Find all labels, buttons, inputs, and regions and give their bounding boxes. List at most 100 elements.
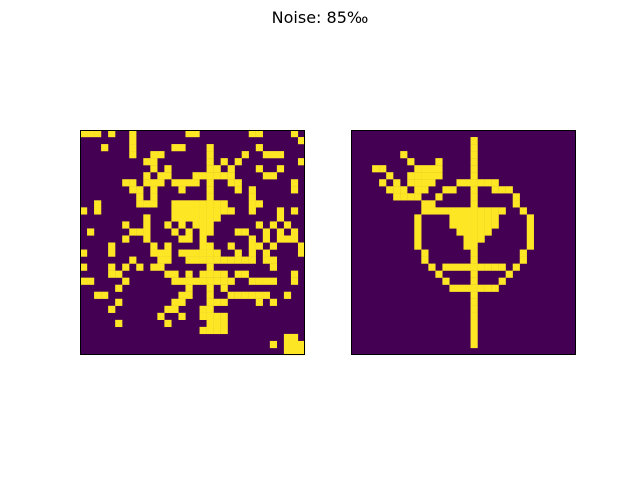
heatmap-cell	[471, 334, 478, 341]
heatmap-cell	[471, 214, 478, 221]
heatmap-cell	[249, 186, 256, 193]
heatmap-cell	[185, 200, 192, 207]
heatmap-cell	[122, 179, 129, 186]
heatmap-cell	[185, 235, 192, 242]
heatmap-cell	[157, 179, 164, 186]
heatmap-cell	[428, 207, 435, 214]
heatmap-cell	[214, 172, 221, 179]
heatmap-cell	[207, 313, 214, 320]
heatmap-cell	[221, 285, 228, 292]
heatmap-cell	[456, 285, 463, 292]
heatmap-cell	[400, 193, 407, 200]
heatmap-cell	[214, 299, 221, 306]
heatmap-cell	[421, 172, 428, 179]
heatmap-cell	[471, 179, 478, 186]
heatmap-cell	[284, 221, 291, 228]
heatmap-cell	[193, 250, 200, 257]
heatmap-cell	[456, 179, 463, 186]
heatmap-cell	[291, 130, 298, 137]
heatmap-cell	[492, 285, 499, 292]
heatmap-cell	[291, 235, 298, 242]
heatmap-cell	[228, 172, 235, 179]
heatmap-cell	[464, 285, 471, 292]
heatmap-cell	[185, 278, 192, 285]
heatmap-cell	[228, 292, 235, 299]
heatmap-cell	[284, 235, 291, 242]
heatmap-cell	[379, 165, 386, 172]
heatmap-cell	[108, 271, 115, 278]
heatmap-cell	[171, 144, 178, 151]
heatmap-cell	[478, 207, 485, 214]
heatmap-cell	[200, 235, 207, 242]
heatmap-cell	[221, 320, 228, 327]
heatmap-cell	[492, 264, 499, 271]
heatmap-cell	[421, 165, 428, 172]
heatmap-cell	[449, 207, 456, 214]
heatmap-cell	[171, 179, 178, 186]
heatmap-cell	[471, 341, 478, 348]
heatmap-cell	[527, 221, 534, 228]
heatmap-cell	[136, 228, 143, 235]
heatmap-cell	[115, 320, 122, 327]
heatmap-cell	[200, 172, 207, 179]
heatmap-cell	[200, 271, 207, 278]
heatmap-cell	[143, 221, 150, 228]
heatmap-cell	[193, 172, 200, 179]
heatmap-cell	[242, 151, 249, 158]
heatmap-cell	[129, 130, 136, 137]
heatmap-cell	[143, 179, 150, 186]
heatmap-cell	[228, 165, 235, 172]
heatmap-cell	[471, 151, 478, 158]
heatmap-cell	[270, 257, 277, 264]
heatmap-cell	[513, 200, 520, 207]
heatmap-cell	[478, 264, 485, 271]
heatmap-cell	[284, 334, 291, 341]
heatmap-cell	[235, 186, 242, 193]
heatmap-cell	[277, 207, 284, 214]
heatmap-cell	[150, 193, 157, 200]
heatmap-cell	[221, 200, 228, 207]
heatmap-cell	[129, 151, 136, 158]
heatmap-cell	[291, 334, 298, 341]
heatmap-cell	[185, 285, 192, 292]
heatmap-cell	[442, 278, 449, 285]
heatmap-cell	[242, 228, 249, 235]
heatmap-cell	[421, 250, 428, 257]
heatmap-cell	[499, 264, 506, 271]
heatmap-cell	[471, 193, 478, 200]
heatmap-cell	[435, 172, 442, 179]
heatmap-cell	[471, 144, 478, 151]
heatmap-cell	[235, 179, 242, 186]
heatmap-cell	[492, 221, 499, 228]
heatmap-cell	[421, 200, 428, 207]
heatmap-cell	[471, 228, 478, 235]
heatmap-cell	[235, 292, 242, 299]
heatmap-cell	[200, 207, 207, 214]
heatmap-cell	[207, 193, 214, 200]
heatmap-cell	[193, 214, 200, 221]
heatmap-cell	[492, 214, 499, 221]
heatmap-cell	[171, 200, 178, 207]
heatmap-cell	[185, 130, 192, 137]
heatmap-cell	[478, 235, 485, 242]
heatmap-cell	[80, 130, 87, 137]
heatmap-cell	[122, 221, 129, 228]
heatmap-cell	[478, 285, 485, 292]
heatmap-cell	[207, 271, 214, 278]
heatmap-cell	[449, 264, 456, 271]
heatmap-cell	[263, 228, 270, 235]
heatmap-cell	[414, 221, 421, 228]
heatmap-cell	[513, 193, 520, 200]
heatmap-cell	[291, 228, 298, 235]
heatmap-cell	[207, 292, 214, 299]
heatmap-cell	[207, 165, 214, 172]
heatmap-cell	[449, 186, 456, 193]
heatmap-cell	[207, 179, 214, 186]
heatmap-cell	[129, 144, 136, 151]
heatmap-cell	[456, 264, 463, 271]
heatmap-cell	[136, 264, 143, 271]
heatmap-cell	[185, 207, 192, 214]
heatmap-cell	[193, 207, 200, 214]
heatmap-cell	[256, 292, 263, 299]
